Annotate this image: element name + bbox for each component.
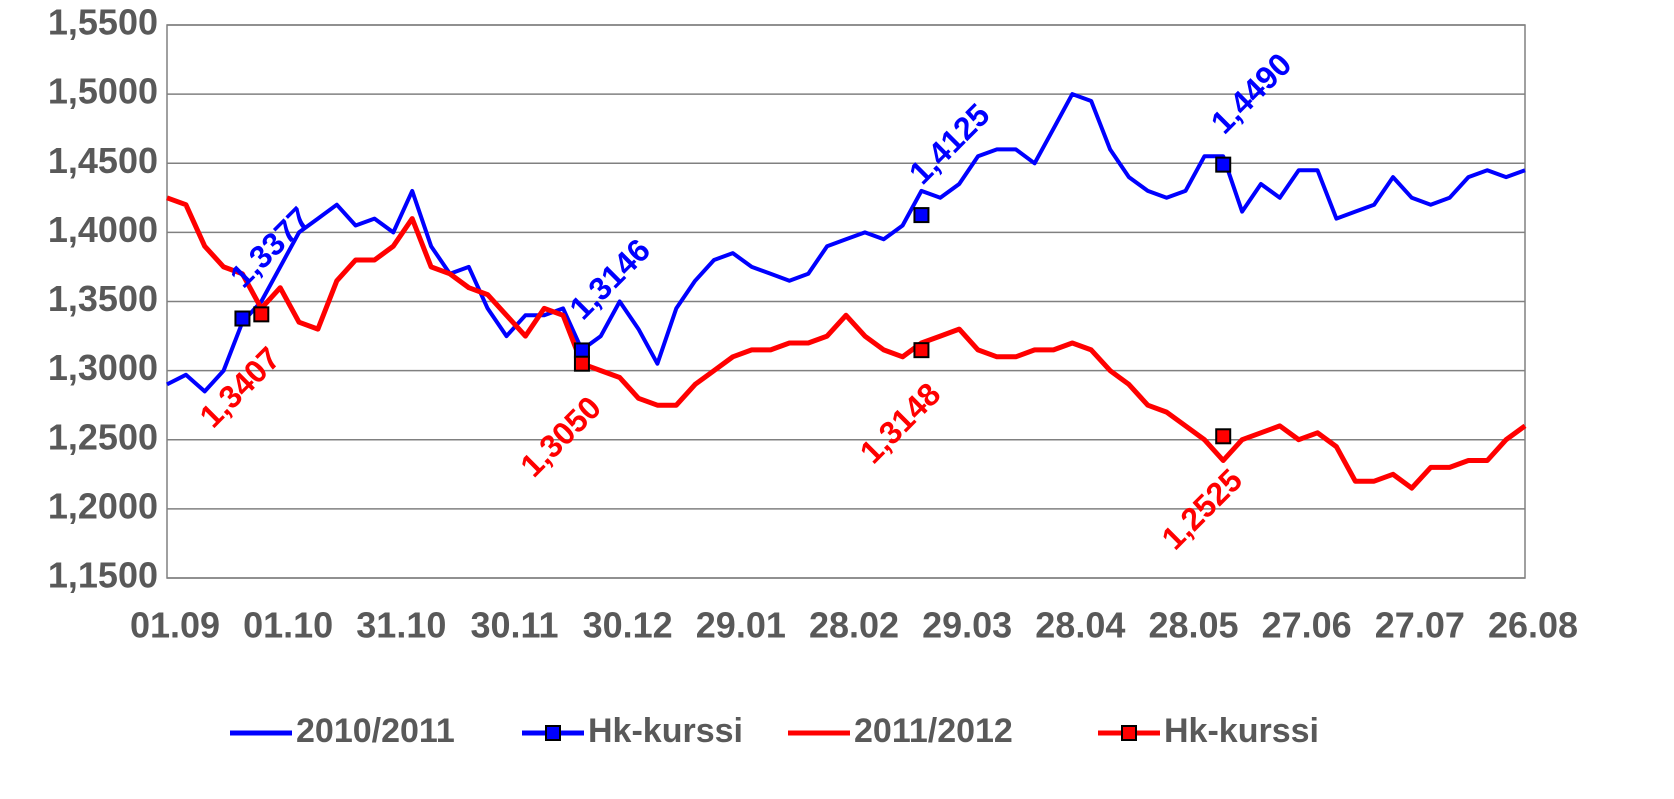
y-tick-label: 1,2500 (48, 416, 158, 457)
x-tick-label: 28.04 (1035, 605, 1125, 646)
plot-border (166, 24, 1526, 579)
x-tick-label: 01.10 (243, 605, 333, 646)
data-label: 1,4125 (902, 96, 997, 191)
x-tick-label: 29.03 (922, 605, 1012, 646)
y-tick-label: 1,5000 (48, 71, 158, 112)
x-tick-label: 30.11 (470, 605, 558, 646)
x-tick-label: 27.06 (1262, 605, 1352, 646)
x-tick-label: 26.08 (1488, 605, 1578, 646)
y-tick-label: 1,1500 (48, 555, 158, 596)
data-label: 1,3050 (513, 389, 608, 484)
data-label: 1,3377 (223, 200, 318, 295)
marker (913, 342, 930, 359)
x-tick-label: 01.09 (130, 605, 220, 646)
marker (573, 342, 590, 359)
legend-label: Hk-kurssi (588, 712, 743, 750)
legend-label: 2010/2011 (296, 712, 455, 750)
legend-label: 2011/2012 (854, 712, 1013, 750)
legend-label: Hk-kurssi (1164, 712, 1319, 750)
x-tick-label: 28.05 (1148, 605, 1238, 646)
x-tick-label: 28.02 (809, 605, 899, 646)
marker (253, 306, 270, 323)
y-tick-label: 1,4500 (48, 140, 158, 181)
x-tick-label: 27.07 (1375, 605, 1465, 646)
marker (234, 310, 251, 327)
marker (1215, 156, 1232, 173)
marker (913, 207, 930, 224)
x-tick-label: 31.10 (356, 605, 446, 646)
data-label: 1,3148 (853, 376, 948, 471)
y-tick-label: 1,3500 (48, 278, 158, 319)
y-tick-label: 1,4000 (48, 209, 158, 250)
x-tick-label: 30.12 (583, 605, 673, 646)
marker (573, 355, 590, 372)
marker (1215, 428, 1232, 445)
legend-marker (1121, 725, 1137, 741)
x-tick-label: 29.01 (696, 605, 786, 646)
data-label: 1,4490 (1204, 46, 1299, 141)
legend-marker (545, 725, 561, 741)
y-tick-label: 1,2000 (48, 485, 158, 526)
y-tick-label: 1,3000 (48, 347, 158, 388)
series-line (166, 92, 1526, 394)
y-tick-label: 1,5500 (48, 2, 158, 43)
series-line (166, 195, 1527, 491)
data-label: 1,3146 (562, 232, 657, 327)
